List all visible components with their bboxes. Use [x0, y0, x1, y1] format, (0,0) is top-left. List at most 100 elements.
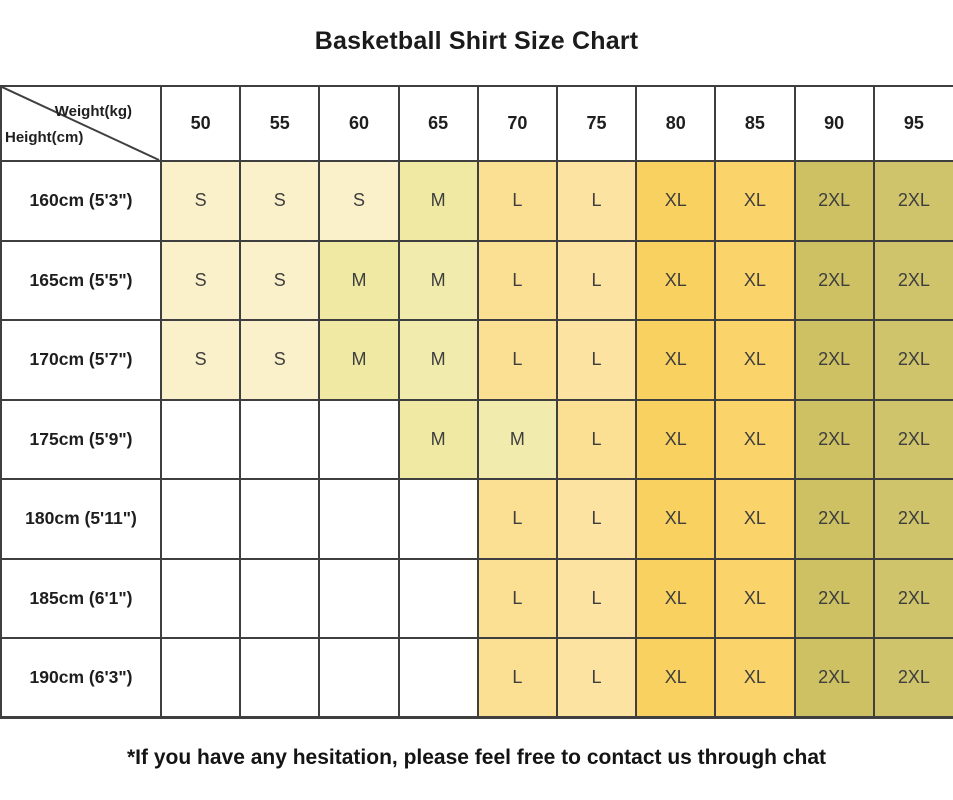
diagonal-divider-icon: [0, 85, 160, 161]
weight-header-70: 70: [476, 85, 558, 162]
size-chart-table: Weight(kg) Height(cm) 50 55 60 65 70 75 80 85 90…: [0, 85, 953, 719]
size-cell: 2XL: [872, 160, 953, 242]
weight-header-75: 75: [555, 85, 638, 162]
height-label: 175cm (5'9"): [0, 398, 162, 480]
size-cell: XL: [635, 239, 717, 321]
height-label: 190cm (6'3"): [0, 637, 162, 719]
weight-header-60: 60: [318, 85, 400, 162]
height-label: 170cm (5'7"): [0, 319, 162, 401]
empty-cell: [318, 637, 400, 719]
size-cell: L: [555, 398, 638, 480]
size-cell: S: [159, 319, 242, 401]
empty-cell: [318, 398, 400, 480]
page-title: Basketball Shirt Size Chart: [314, 27, 639, 55]
empty-cell: [318, 478, 400, 560]
height-axis-label: Height(cm): [5, 129, 84, 146]
height-label: 180cm (5'11"): [0, 478, 162, 560]
table-row: 160cm (5'3") S S S M L L XL XL 2XL 2XL: [0, 160, 953, 242]
size-cell: M: [318, 319, 400, 401]
empty-cell: [397, 478, 479, 560]
size-cell: S: [239, 239, 321, 321]
size-cell: S: [318, 160, 400, 242]
weight-header-95: 95: [872, 85, 953, 162]
height-label: 185cm (6'1"): [0, 557, 162, 639]
height-label: 165cm (5'5"): [0, 239, 162, 321]
size-cell: 2XL: [872, 239, 953, 321]
header-row: Weight(kg) Height(cm) 50 55 60 65 70 75 80 85 90…: [0, 85, 953, 162]
size-cell: M: [397, 239, 479, 321]
empty-cell: [239, 398, 321, 480]
size-cell: 2XL: [793, 239, 875, 321]
size-cell: M: [397, 319, 479, 401]
size-cell: XL: [714, 398, 796, 480]
size-cell: S: [159, 160, 242, 242]
size-cell: M: [476, 398, 558, 480]
size-cell: XL: [714, 637, 796, 719]
size-cell: L: [555, 637, 638, 719]
table-row: 165cm (5'5") S S M M L L XL XL 2XL 2XL: [0, 239, 953, 321]
empty-cell: [159, 478, 242, 560]
empty-cell: [159, 557, 242, 639]
size-cell: 2XL: [872, 398, 953, 480]
size-cell: 2XL: [872, 478, 953, 560]
size-cell: XL: [714, 160, 796, 242]
size-cell: XL: [635, 319, 717, 401]
size-cell: 2XL: [793, 319, 875, 401]
empty-cell: [239, 637, 321, 719]
size-cell: M: [397, 398, 479, 480]
size-cell: M: [318, 239, 400, 321]
size-cell: M: [397, 160, 479, 242]
empty-cell: [397, 557, 479, 639]
empty-cell: [318, 557, 400, 639]
size-cell: XL: [714, 319, 796, 401]
size-cell: 2XL: [793, 557, 875, 639]
size-cell: L: [555, 160, 638, 242]
corner-header-cell: Weight(kg) Height(cm): [0, 85, 162, 162]
table-row: 180cm (5'11") L L XL XL 2XL 2XL: [0, 478, 953, 560]
size-cell: XL: [635, 398, 717, 480]
size-cell: XL: [714, 478, 796, 560]
table-body: 160cm (5'3") S S S M L L XL XL 2XL 2XL 165cm (5'5")…: [0, 160, 953, 719]
size-cell: XL: [635, 637, 717, 719]
height-label: 160cm (5'3"): [0, 160, 162, 242]
table-row: 170cm (5'7") S S M M L L XL XL 2XL 2XL: [0, 319, 953, 401]
weight-axis-label: Weight(kg): [54, 103, 132, 120]
size-cell: L: [476, 557, 558, 639]
table-row: 185cm (6'1") L L XL XL 2XL 2XL: [0, 557, 953, 639]
size-cell: XL: [714, 557, 796, 639]
empty-cell: [159, 637, 242, 719]
weight-header-50: 50: [159, 85, 242, 162]
size-cell: 2XL: [793, 398, 875, 480]
empty-cell: [239, 478, 321, 560]
size-cell: L: [476, 319, 558, 401]
size-cell: L: [555, 478, 638, 560]
size-cell: 2XL: [872, 637, 953, 719]
size-cell: L: [476, 478, 558, 560]
size-cell: L: [476, 637, 558, 719]
weight-header-90: 90: [793, 85, 875, 162]
size-cell: XL: [714, 239, 796, 321]
size-cell: 2XL: [793, 160, 875, 242]
size-cell: S: [159, 239, 242, 321]
table-row: 175cm (5'9") M M L XL XL 2XL 2XL: [0, 398, 953, 480]
size-cell: S: [239, 160, 321, 242]
empty-cell: [397, 637, 479, 719]
empty-cell: [159, 398, 242, 480]
size-cell: 2XL: [793, 478, 875, 560]
weight-header-80: 80: [635, 85, 717, 162]
size-cell: XL: [635, 160, 717, 242]
empty-cell: [239, 557, 321, 639]
weight-header-55: 55: [239, 85, 321, 162]
size-cell: XL: [635, 557, 717, 639]
size-cell: L: [476, 239, 558, 321]
footer-note: *If you have any hesitation, please feel…: [127, 746, 826, 769]
size-cell: L: [555, 557, 638, 639]
size-cell: L: [555, 239, 638, 321]
size-cell: 2XL: [872, 557, 953, 639]
table-row: 190cm (6'3") L L XL XL 2XL 2XL: [0, 637, 953, 719]
size-cell: 2XL: [872, 319, 953, 401]
weight-header-65: 65: [397, 85, 479, 162]
weight-header-85: 85: [714, 85, 796, 162]
size-cell: L: [555, 319, 638, 401]
